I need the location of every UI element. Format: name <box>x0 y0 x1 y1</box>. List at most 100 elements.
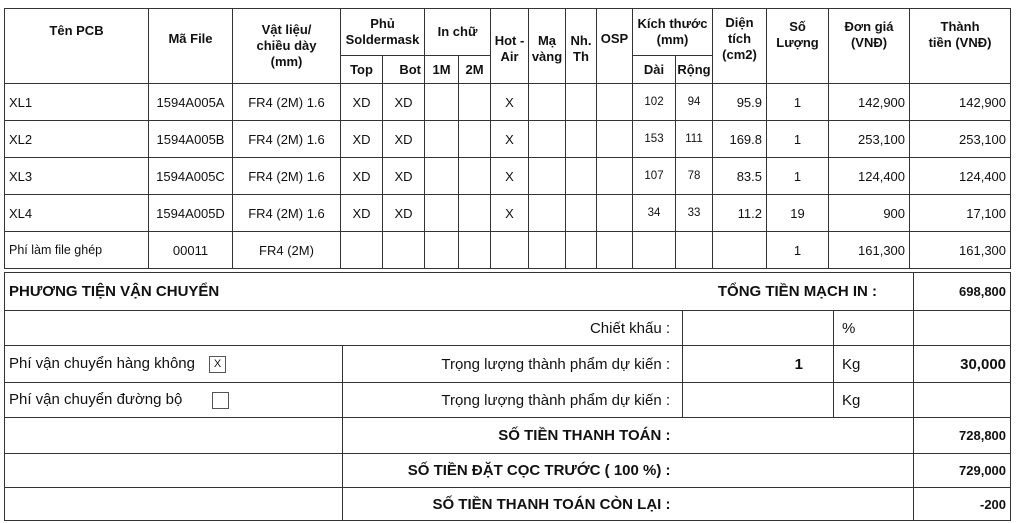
air-weight-input[interactable]: 1 <box>682 345 835 383</box>
cell-top: XD <box>340 120 383 158</box>
chiet-khau-label: Chiết khấu : <box>3 310 684 346</box>
dat-coc-label: SỐ TIỀN ĐẶT CỌC TRƯỚC ( 100 %) : <box>341 453 683 488</box>
header-bot: Bot <box>382 55 425 84</box>
header-nh-th: Nh. Th <box>565 8 597 84</box>
discount-amount <box>913 310 1012 346</box>
cell-m1 <box>424 157 459 195</box>
cell-m1 <box>424 231 459 269</box>
dat-coc-value: 729,000 <box>913 453 1012 488</box>
header-so-luong: Số Lượng <box>766 8 830 84</box>
cell-hot-air: X <box>490 157 529 195</box>
road-weight-input[interactable] <box>682 382 835 418</box>
air-shipping-cell: Phí vận chuyển hàng không X <box>4 345 343 383</box>
remaining-spacer <box>682 487 915 521</box>
cell-dai: 34 <box>632 194 676 232</box>
cell-vat-lieu: FR4 (2M) <box>232 231 341 269</box>
cell-m1 <box>424 194 459 232</box>
cell-ma: 1594A005D <box>148 194 233 232</box>
con-lai-value: -200 <box>913 487 1012 521</box>
road-fee <box>913 382 1012 418</box>
cell-m2 <box>458 83 491 121</box>
header-top: Top <box>340 55 383 84</box>
pcb-quote-table: Tên PCB Mã File Vật liệu/ chiều dày (mm)… <box>4 8 1012 269</box>
cell-so-luong: 1 <box>766 231 830 269</box>
cell-don-gia: 900 <box>828 194 911 232</box>
phuong-tien-label: PHƯƠNG TIỆN VẬN CHUYỂN <box>3 272 683 311</box>
payment-blank <box>4 417 343 454</box>
cell-osp <box>596 194 633 232</box>
payment-row: SỐ TIỀN THANH TOÁN : 728,800 <box>4 417 1012 454</box>
cell-osp <box>596 120 633 158</box>
cell-ma-vang <box>528 231 566 269</box>
cell-rong: 33 <box>674 194 714 232</box>
cell-nh-th <box>565 83 597 121</box>
deposit-spacer <box>682 453 915 488</box>
header-hot-air: Hot -Air <box>490 8 529 84</box>
cell-top <box>340 231 383 269</box>
percent-label: % <box>833 310 915 346</box>
air-fee: 30,000 <box>913 345 1012 383</box>
cell-rong: 78 <box>674 157 714 195</box>
cell-so-luong: 1 <box>766 120 830 158</box>
cell-thanh-tien: 17,100 <box>909 194 1012 232</box>
cell-bot: XD <box>382 157 425 195</box>
thanh-toan-value: 728,800 <box>913 417 1012 454</box>
cell-m1 <box>424 83 459 121</box>
cell-nh-th <box>565 231 597 269</box>
cell-vat-lieu: FR4 (2M) 1.6 <box>232 157 341 195</box>
road-weight-label: Trọng lượng thành phẩm dự kiến : <box>341 382 684 418</box>
cell-osp <box>596 157 633 195</box>
cell-ma-vang <box>528 194 566 232</box>
cell-m2 <box>458 194 491 232</box>
cell-don-gia: 253,100 <box>828 120 911 158</box>
cell-hot-air: X <box>490 194 529 232</box>
cell-bot: XD <box>382 120 425 158</box>
air-weight-label: Trọng lượng thành phẩm dự kiến : <box>341 345 684 383</box>
road-shipping-checkbox[interactable] <box>212 391 230 409</box>
remaining-row: SỐ TIỀN THANH TOÁN CÒN LẠI : -200 <box>4 487 1012 521</box>
cell-dien-tich: 83.5 <box>712 157 768 195</box>
road-shipping-label: Phí vận chuyển đường bộ <box>9 391 183 409</box>
deposit-row: SỐ TIỀN ĐẶT CỌC TRƯỚC ( 100 %) : 729,000 <box>4 453 1012 488</box>
header-ma-file: Mã File <box>148 8 233 84</box>
cell-hot-air: X <box>490 83 529 121</box>
air-shipping-checkbox[interactable]: X <box>208 355 226 373</box>
header-vat-lieu: Vật liệu/ chiều dày (mm) <box>232 8 341 84</box>
cell-bot <box>382 231 425 269</box>
payment-spacer <box>682 417 915 454</box>
cell-ma: 1594A005A <box>148 83 233 121</box>
cell-dien-tich: 95.9 <box>712 83 768 121</box>
tong-tien-label: TỔNG TIỀN MẠCH IN : <box>682 272 915 311</box>
cell-thanh-tien: 253,100 <box>909 120 1012 158</box>
subheader-row: Top Bot 1M 2M Dài Rộng <box>5 55 1011 84</box>
header-in-chu: In chữ <box>424 8 491 56</box>
total-row: PHƯƠNG TIỆN VẬN CHUYỂN TỔNG TIỀN MẠCH IN… <box>3 272 1012 311</box>
cell-thanh-tien: 124,400 <box>909 157 1012 195</box>
cell-so-luong: 1 <box>766 83 830 121</box>
con-lai-label: SỐ TIỀN THANH TOÁN CÒN LẠI : <box>341 487 683 521</box>
cell-ma: 1594A005C <box>148 157 233 195</box>
table-row: XL2 1594A005B FR4 (2M) 1.6 XD XD X 153 111 169.8… <box>4 120 1012 158</box>
cell-ten: XL2 <box>4 120 149 158</box>
cell-hot-air: X <box>490 120 529 158</box>
header-dien-tich: Diện tích (cm2) <box>712 8 768 84</box>
header-ma-vang: Mạ vàng <box>528 8 566 84</box>
cell-bot: XD <box>382 83 425 121</box>
cell-vat-lieu: FR4 (2M) 1.6 <box>232 194 341 232</box>
header-rong: Rộng <box>674 55 714 84</box>
cell-m2 <box>458 231 491 269</box>
cell-osp <box>596 83 633 121</box>
header-1m: 1M <box>424 55 459 84</box>
road-shipping-cell: Phí vận chuyển đường bộ <box>4 382 343 418</box>
cell-vat-lieu: FR4 (2M) 1.6 <box>232 120 341 158</box>
air-shipping-row: Phí vận chuyển hàng không X Trọng lượng t… <box>4 345 1012 383</box>
cell-rong: 111 <box>674 120 714 158</box>
cell-dien-tich: 169.8 <box>712 120 768 158</box>
cell-m1 <box>424 120 459 158</box>
cell-ma-vang <box>528 157 566 195</box>
cell-ten: XL1 <box>4 83 149 121</box>
header-2m: 2M <box>458 55 491 84</box>
cell-dien-tich: 11.2 <box>712 194 768 232</box>
cell-ma-vang <box>528 120 566 158</box>
chiet-khau-input[interactable] <box>682 310 835 346</box>
